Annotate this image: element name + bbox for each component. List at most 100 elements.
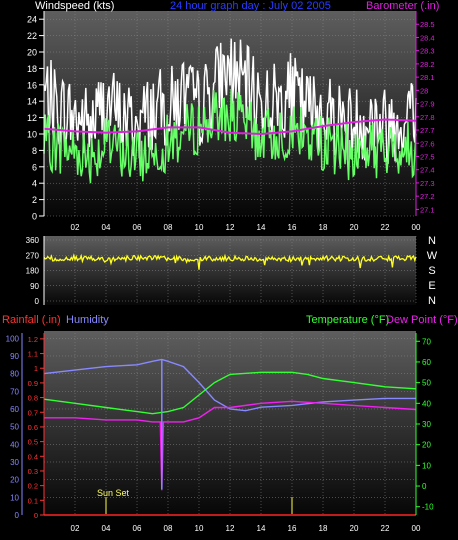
- climate-x-tick-label: 20: [350, 524, 359, 533]
- wind-x-tick-label: 04: [102, 223, 111, 232]
- barometer-tick-label: 27.1: [420, 205, 435, 214]
- rainfall-tick-label: 0.3: [28, 467, 38, 476]
- wind-y-tick-label: 10: [27, 130, 37, 140]
- wind-x-tick-label: 16: [288, 223, 297, 232]
- wind-x-tick-label: 00: [412, 223, 421, 232]
- climate-x-tick-label: 02: [71, 524, 80, 533]
- humidity-tick-label: 80: [10, 370, 19, 379]
- wind-x-tick-label: 10: [195, 223, 204, 232]
- temperature-tick-label: 70: [422, 337, 431, 346]
- climate-x-tick-label: 16: [288, 524, 297, 533]
- wind-x-tick-label: 12: [226, 223, 235, 232]
- humidity-tick-label: 90: [10, 352, 19, 361]
- direction-y-tick-label: 360: [26, 236, 40, 245]
- temperature-tick-label: 50: [422, 379, 431, 388]
- wind-y-tick-label: 20: [27, 48, 37, 58]
- rainfall-tick-label: 0.8: [28, 394, 38, 403]
- climate-axes: 010203040506070809010000.10.20.30.40.50.…: [6, 333, 434, 533]
- barometer-axis-label: Barometer (.in): [366, 0, 439, 12]
- rainfall-tick-label: 0.7: [28, 408, 38, 417]
- rainfall-tick-label: 1.2: [28, 335, 38, 344]
- humidity-tick-label: 30: [10, 458, 19, 467]
- barometer-tick-label: 27.3: [420, 179, 435, 188]
- direction-y-tick-label: 270: [26, 251, 40, 260]
- temperature-tick-label: 0: [422, 482, 427, 491]
- wind-y-tick-label: 8: [32, 146, 37, 156]
- wind-y-tick-label: 14: [27, 97, 37, 107]
- sun-set-annotation: Sun Set: [97, 488, 130, 498]
- barometer-tick-label: 28: [420, 86, 428, 95]
- humidity-tick-label: 50: [10, 423, 19, 432]
- dew-point-line: [44, 400, 417, 491]
- climate-series: [43, 358, 417, 516]
- rainfall-tick-label: 1: [34, 364, 38, 373]
- wind-y-tick-label: 6: [32, 162, 37, 172]
- rainfall-tick-label: 0.2: [28, 482, 38, 491]
- wind-x-tick-label: 06: [133, 223, 142, 232]
- barometer-tick-label: 27.8: [420, 113, 435, 122]
- humidity-tick-label: 100: [6, 334, 20, 343]
- rainfall-tick-label: 0.6: [28, 423, 38, 432]
- wind-x-tick-label: 14: [257, 223, 266, 232]
- barometer-tick-label: 28.2: [420, 60, 435, 69]
- barometer-tick-label: 27.4: [420, 166, 435, 175]
- dew-point-axis-label: Dew Point (°F): [386, 314, 458, 326]
- temperature-tick-label: -10: [422, 503, 434, 512]
- wind-x-tick-label: 02: [71, 223, 80, 232]
- direction-series: [43, 253, 417, 270]
- climate-x-tick-label: 04: [102, 524, 111, 533]
- wind-axes: 02 4 6 8 10 12 14 16 18 20 22 24 27.1 27.2 27.3 27.4 27.…: [27, 11, 435, 232]
- barometer-tick-label: 27.6: [420, 139, 435, 148]
- humidity-tick-label: 60: [10, 405, 19, 414]
- barometer-tick-label: 28.4: [420, 33, 435, 42]
- climate-x-tick-label: 08: [164, 524, 173, 533]
- barometer-tick-label: 27.2: [420, 192, 435, 201]
- barometer-tick-label: 28.3: [420, 47, 435, 56]
- compass-label: S: [428, 265, 435, 277]
- barometer-tick-label: 28.5: [420, 20, 435, 29]
- wind-series: [43, 38, 417, 184]
- humidity-tick-label: 20: [10, 476, 19, 485]
- climate-x-tick-label: 10: [195, 524, 204, 533]
- climate-gridlines: [44, 333, 417, 516]
- temperature-tick-label: 10: [422, 461, 431, 470]
- humidity-tick-label: 40: [10, 440, 19, 449]
- compass-label: N: [428, 295, 436, 307]
- barometer-tick-label: 28.1: [420, 73, 435, 82]
- barometer-tick-label: 27.9: [420, 100, 435, 109]
- rainfall-tick-label: 0.9: [28, 379, 38, 388]
- rainfall-tick-label: 0.1: [28, 496, 38, 505]
- climate-x-tick-label: 22: [381, 524, 390, 533]
- wind-y-tick-label: 16: [27, 80, 37, 90]
- direction-y-tick-label: 90: [30, 282, 39, 291]
- wind-y-tick-label: 22: [27, 31, 37, 41]
- compass-label: E: [428, 280, 435, 292]
- wind-x-tick-label: 18: [319, 223, 328, 232]
- wind-y-tick-label: 4: [32, 179, 37, 189]
- wind-y-tick-label: 24: [27, 15, 37, 25]
- wind-direction-line: [43, 253, 417, 270]
- temperature-tick-label: 60: [422, 358, 431, 367]
- wind-y-tick-label: 2: [32, 195, 37, 205]
- chart-title: 24 hour graph day : July 02 2005: [170, 0, 331, 12]
- barometer-tick-label: 27.7: [420, 126, 435, 135]
- humidity-line: [43, 358, 416, 412]
- climate-x-tick-label: 18: [319, 524, 328, 533]
- climate-x-tick-label: 14: [257, 524, 266, 533]
- barometer-line: [43, 118, 417, 136]
- direction-y-tick-label: 180: [26, 267, 40, 276]
- wind-y-tick-label: 18: [27, 64, 37, 74]
- rainfall-tick-label: 0.5: [28, 438, 38, 447]
- temperature-tick-label: 40: [422, 399, 431, 408]
- direction-y-tick-label: 0: [35, 297, 40, 306]
- climate-x-tick-label: 00: [412, 524, 421, 533]
- humidity-tick-label: 0: [15, 511, 20, 520]
- wind-x-tick-label: 08: [164, 223, 173, 232]
- wind-x-tick-label: 22: [381, 223, 390, 232]
- humidity-tick-label: 10: [10, 493, 19, 502]
- wind-x-tick-label: 20: [350, 223, 359, 232]
- rainfall-tick-label: 0: [34, 511, 38, 520]
- rainfall-tick-label: 0.4: [28, 452, 38, 461]
